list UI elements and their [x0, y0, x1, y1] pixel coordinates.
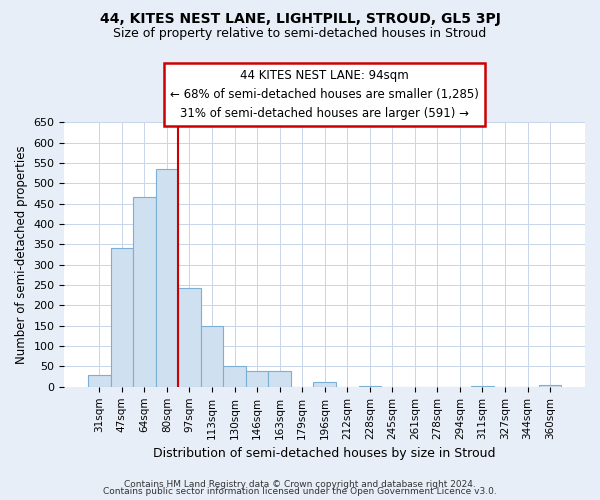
Bar	[313, 382, 336, 387]
Y-axis label: Number of semi-detached properties: Number of semi-detached properties	[15, 146, 28, 364]
Bar	[178, 288, 201, 387]
Text: 44 KITES NEST LANE: 94sqm
← 68% of semi-detached houses are smaller (1,285)
31% : 44 KITES NEST LANE: 94sqm ← 68% of semi-…	[170, 68, 479, 120]
X-axis label: Distribution of semi-detached houses by size in Stroud: Distribution of semi-detached houses by …	[154, 447, 496, 460]
Bar	[359, 386, 381, 387]
Bar	[268, 372, 291, 387]
Text: Contains public sector information licensed under the Open Government Licence v3: Contains public sector information licen…	[103, 487, 497, 496]
Bar	[246, 370, 268, 387]
Bar	[88, 374, 110, 387]
Bar	[223, 366, 246, 387]
Bar	[539, 385, 562, 387]
Bar	[471, 386, 494, 387]
Bar	[155, 169, 178, 387]
Bar	[201, 326, 223, 387]
Bar	[110, 248, 133, 387]
Text: Contains HM Land Registry data © Crown copyright and database right 2024.: Contains HM Land Registry data © Crown c…	[124, 480, 476, 489]
Bar	[133, 197, 155, 387]
Text: Size of property relative to semi-detached houses in Stroud: Size of property relative to semi-detach…	[113, 28, 487, 40]
Text: 44, KITES NEST LANE, LIGHTPILL, STROUD, GL5 3PJ: 44, KITES NEST LANE, LIGHTPILL, STROUD, …	[100, 12, 500, 26]
